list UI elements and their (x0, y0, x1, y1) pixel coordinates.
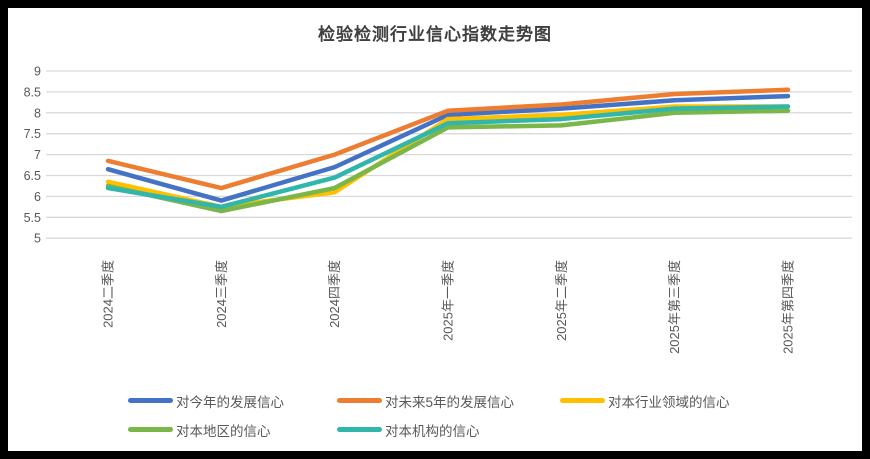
legend-item: 对今年的发展信心 (128, 392, 337, 410)
legend-item: 对本地区的信心 (128, 421, 337, 439)
legend-line-swatch-icon (337, 427, 382, 432)
y-axis-tick-label: 7.5 (24, 127, 41, 141)
legend-label: 对今年的发展信心 (176, 394, 284, 410)
y-axis-tick-label: 5.5 (24, 211, 41, 225)
legend-item: 对本机构的信心 (337, 421, 560, 439)
series-line (105, 87, 791, 191)
series-line (105, 93, 791, 203)
y-axis-tick-label: 9 (34, 65, 41, 79)
x-axis-tick-label: 2024二季度 (101, 260, 116, 328)
legend-line-swatch-icon (128, 398, 173, 403)
x-axis-tick-label: 2025年第三季度 (667, 260, 682, 354)
x-axis-tick-label: 2024四季度 (327, 260, 342, 328)
legend-line-swatch-icon (560, 398, 605, 403)
x-axis-tick-label: 2025年二季度 (554, 260, 569, 341)
legend-item: 对本行业领域的信心 (560, 392, 730, 410)
y-axis-tick-label: 6 (34, 190, 41, 204)
legend-label: 对本地区的信心 (176, 423, 271, 439)
y-axis-tick-label: 8.5 (24, 85, 41, 99)
y-axis-tick-label: 5 (34, 232, 41, 246)
line-chart-plot: 9 8.5 8 7.5 7 6.5 6 5.5 5 2024二季度 2024三季度 2024四季度 20… (24, 65, 852, 354)
x-axis-tick-label: 2025年第四季度 (780, 260, 795, 354)
legend-label: 对本机构的信心 (385, 423, 480, 439)
y-axis-tick-label: 7 (34, 148, 41, 162)
series-line (105, 108, 791, 214)
x-axis-tick-label: 2024三季度 (214, 260, 229, 328)
chart-title: 检验检测行业信心指数走势图 (318, 25, 552, 44)
y-axis-tick-label: 8 (34, 106, 41, 120)
y-axis-tick-label: 6.5 (24, 169, 41, 183)
series-line (105, 104, 791, 210)
legend-item: 对未来5年的发展信心 (337, 392, 560, 410)
x-axis-tick-label: 2025年一季度 (440, 260, 455, 341)
chart-legend: 对今年的发展信心 对未来5年的发展信心 对本行业领域的信心对本地区的信心 对本机构的信… (128, 392, 730, 439)
legend-line-swatch-icon (337, 398, 382, 403)
legend-line-swatch-icon (128, 427, 173, 432)
legend-label: 对未来5年的发展信心 (385, 394, 515, 410)
legend-label: 对本行业领域的信心 (608, 394, 730, 410)
